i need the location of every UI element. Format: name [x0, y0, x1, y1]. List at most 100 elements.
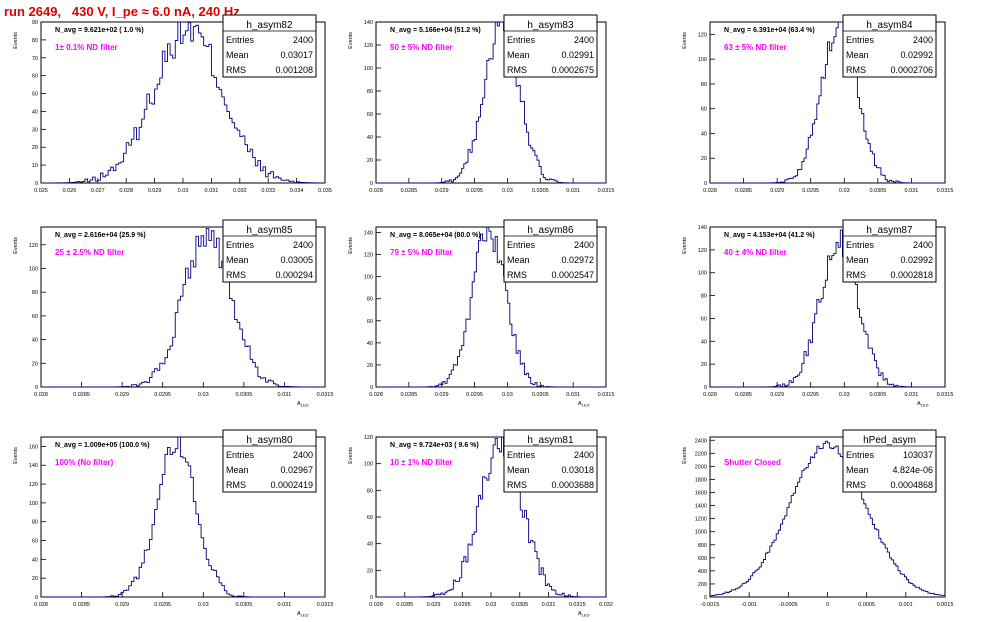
- y-tick-label: 120: [29, 482, 38, 488]
- stat-value: 0.03005: [280, 255, 313, 265]
- y-tick-label: 0: [704, 385, 707, 391]
- histogram-name: h_asym87: [866, 225, 913, 236]
- stats-box: [842, 219, 937, 283]
- x-axis-label: ALED: [917, 401, 929, 408]
- y-axis-label: Events: [348, 32, 354, 49]
- y-tick-label: 60: [367, 112, 373, 118]
- x-tick-label: 0.0295: [454, 602, 471, 608]
- x-tick-label: 0.0285: [400, 392, 417, 398]
- x-tick-label: 0.028: [369, 602, 383, 608]
- y-tick-label: 30: [32, 127, 38, 133]
- y-tick-label: 60: [32, 314, 38, 320]
- y-tick-label: 60: [367, 319, 373, 325]
- x-tick-label: 0.0285: [396, 602, 413, 608]
- y-tick-label: 20: [367, 363, 373, 369]
- stat-label: Entries: [226, 450, 255, 460]
- stat-label: RMS: [507, 480, 527, 490]
- filter-annotation: Shutter Closed: [724, 458, 781, 467]
- y-tick-label: 60: [32, 539, 38, 545]
- y-tick-label: 1600: [695, 491, 707, 497]
- x-tick-label: 0.029: [435, 392, 449, 398]
- histogram-line: [376, 436, 606, 598]
- stats-box: [222, 14, 317, 78]
- histogram-line: [41, 21, 325, 184]
- histogram-line: [710, 21, 945, 184]
- x-tick-label: 0.029: [770, 392, 784, 398]
- y-tick-label: 80: [32, 520, 38, 526]
- stat-value: 0.02992: [900, 255, 933, 265]
- navg-label: N_avg = 6.391e+04 (63.4 %): [724, 27, 815, 34]
- y-axis-label: Events: [13, 237, 19, 254]
- x-tick-label: 0.0295: [802, 392, 819, 398]
- y-tick-label: 140: [29, 463, 38, 469]
- x-tick-label: 0.0015: [937, 602, 954, 608]
- y-tick-label: 40: [701, 339, 707, 345]
- x-tick-label: 0.028: [34, 602, 48, 608]
- histogram-line: [41, 436, 325, 598]
- histogram-name: h_asym85: [246, 225, 293, 236]
- panel-h_asym87: 0 20 40 60 80 100 120 140 0.028 0.0285 0.029 0.0295…: [682, 219, 954, 408]
- navg-label: N_avg = 2.616e+04 (25.9 %): [55, 232, 146, 239]
- x-tick-label: 0.03: [839, 392, 850, 398]
- x-tick-label: 0.0285: [73, 392, 90, 398]
- x-axis-label: ALED: [297, 611, 309, 618]
- x-tick-label: 0.0305: [532, 392, 549, 398]
- stat-label: RMS: [507, 65, 527, 75]
- stat-label: Entries: [226, 35, 255, 45]
- y-tick-label: 20: [32, 145, 38, 151]
- y-tick-label: 600: [698, 556, 707, 562]
- y-tick-label: 1200: [695, 517, 707, 523]
- y-tick-label: 120: [698, 32, 707, 38]
- plot-frame: [40, 436, 326, 598]
- y-tick-label: 1000: [695, 530, 707, 536]
- stat-value: 0.0002706: [890, 65, 933, 75]
- x-tick-label: 0.028: [703, 392, 717, 398]
- stat-label: Entries: [507, 35, 536, 45]
- y-tick-label: 50: [32, 92, 38, 98]
- stat-label: RMS: [226, 480, 246, 490]
- stat-label: Mean: [846, 465, 869, 475]
- stat-label: Mean: [846, 50, 869, 60]
- stat-value: 2400: [574, 240, 594, 250]
- x-tick-label: 0.028: [369, 188, 383, 194]
- stat-label: RMS: [846, 65, 866, 75]
- y-tick-label: 100: [29, 266, 38, 272]
- panel-h_asym80: 0 20 40 60 80 100 120 140 160 0.028 0.0285 0.029 0.0…: [13, 429, 333, 618]
- stats-box: [503, 14, 598, 78]
- y-tick-label: 1800: [695, 477, 707, 483]
- filter-annotation: 50 ± 5% ND filter: [390, 43, 453, 52]
- y-tick-label: 20: [367, 158, 373, 164]
- stat-value: 2400: [293, 240, 313, 250]
- x-tick-label: 0.0315: [937, 188, 954, 194]
- y-tick-label: 80: [32, 38, 38, 44]
- x-tick-label: 0.03: [178, 188, 189, 194]
- navg-label: N_avg = 5.166e+04 (51.2 %): [390, 27, 481, 34]
- y-tick-label: 80: [367, 488, 373, 494]
- stat-value: 2400: [574, 450, 594, 460]
- stat-value: 0.0002547: [551, 270, 594, 280]
- y-tick-label: 0: [370, 595, 373, 601]
- x-tick-label: 0.0285: [73, 602, 90, 608]
- y-axis-label: Events: [348, 447, 354, 464]
- navg-label: N_avg = 9.621e+02 ( 1.0 %): [55, 27, 144, 34]
- x-tick-label: 0.0315: [598, 392, 615, 398]
- x-tick-label: 0.031: [905, 188, 919, 194]
- y-tick-label: 20: [701, 362, 707, 368]
- x-tick-label: 0.0315: [937, 392, 954, 398]
- y-tick-label: 0: [704, 181, 707, 187]
- navg-label: N_avg = 4.153e+04 (41.2 %): [724, 232, 815, 239]
- stat-value: 0.0002419: [270, 480, 313, 490]
- stat-value: 0.03017: [280, 50, 313, 60]
- x-tick-label: 0.0315: [317, 392, 334, 398]
- x-tick-label: 0.031: [905, 392, 919, 398]
- filter-annotation: 25 ± 2.5% ND filter: [55, 248, 124, 257]
- stat-label: Entries: [846, 450, 875, 460]
- y-tick-label: 140: [364, 20, 373, 26]
- navg-label: N_avg = 9.724e+03 ( 9.6 %): [390, 442, 479, 449]
- stat-label: Mean: [507, 465, 530, 475]
- x-tick-label: 0.029: [435, 188, 449, 194]
- histogram-line: [376, 226, 606, 388]
- stat-value: 0.02991: [561, 50, 594, 60]
- stat-value: 0.0002675: [551, 65, 594, 75]
